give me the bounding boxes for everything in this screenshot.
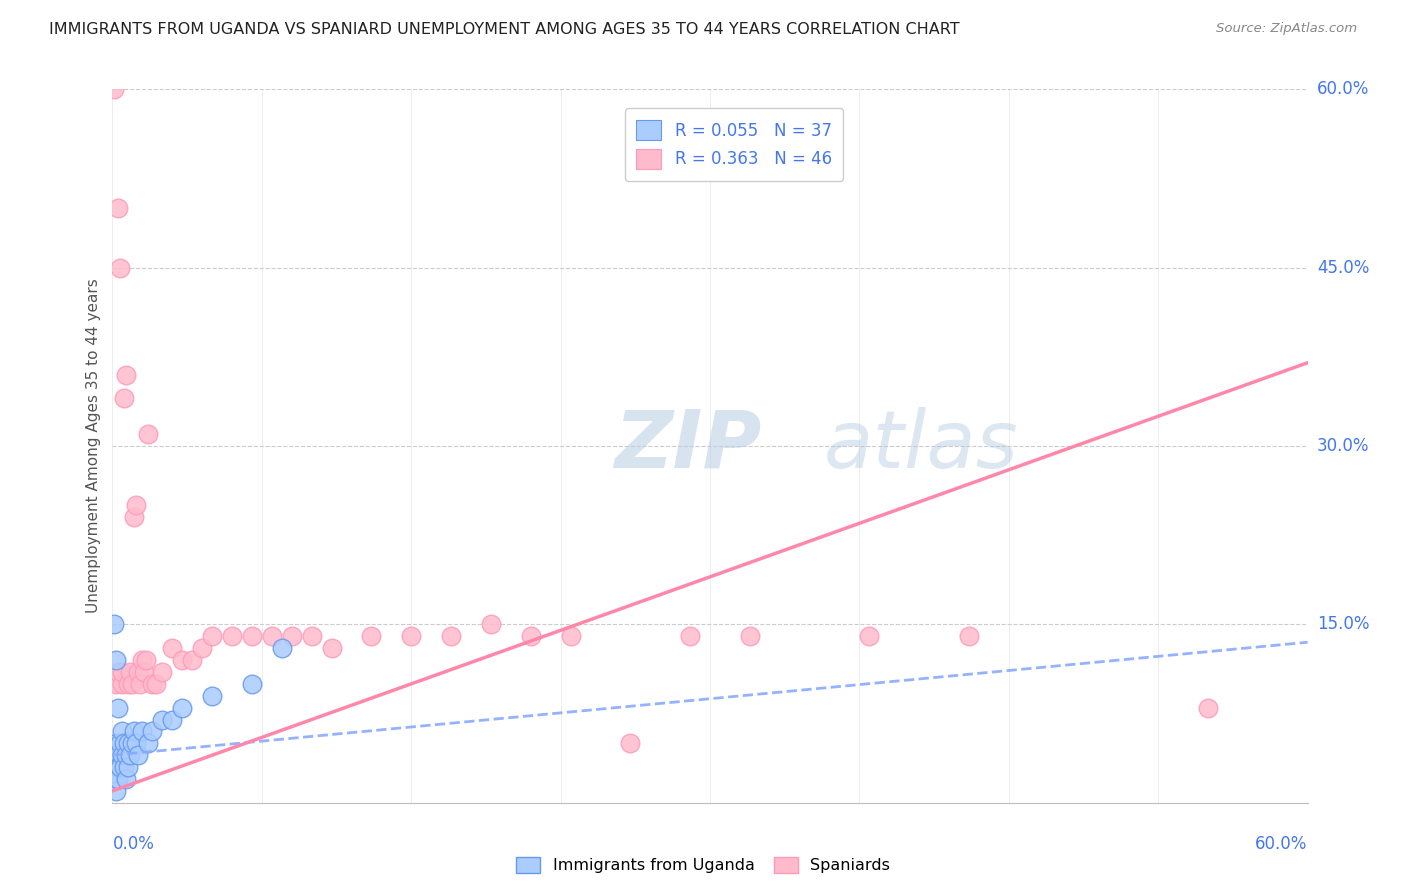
Point — [115, 772, 138, 786]
Text: atlas: atlas — [824, 407, 1018, 485]
Point — [131, 653, 153, 667]
Point — [127, 748, 149, 763]
Point — [134, 665, 156, 679]
Point — [301, 629, 323, 643]
Point — [105, 736, 128, 750]
Y-axis label: Unemployment Among Ages 35 to 44 years: Unemployment Among Ages 35 to 44 years — [86, 278, 101, 614]
Point — [127, 665, 149, 679]
Point — [114, 760, 135, 774]
Point — [172, 653, 194, 667]
Legend: Immigrants from Uganda, Spaniards: Immigrants from Uganda, Spaniards — [509, 850, 897, 880]
Point — [479, 617, 502, 632]
Point — [162, 641, 183, 656]
Point — [111, 748, 134, 763]
Point — [401, 629, 423, 643]
Text: ZIP: ZIP — [614, 407, 762, 485]
Point — [141, 724, 163, 739]
Point — [114, 392, 135, 406]
Point — [141, 677, 163, 691]
Point — [360, 629, 382, 643]
Point — [110, 760, 132, 774]
Point — [110, 736, 132, 750]
Point — [115, 748, 138, 763]
Point — [201, 689, 224, 703]
Point — [117, 760, 139, 774]
Point — [240, 629, 263, 643]
Point — [107, 772, 129, 786]
Point — [103, 748, 125, 763]
Point — [103, 617, 125, 632]
Point — [107, 700, 129, 714]
Point — [121, 736, 143, 750]
Text: 45.0%: 45.0% — [1317, 259, 1369, 277]
Point — [1197, 700, 1219, 714]
Point — [221, 629, 243, 643]
Point — [103, 82, 125, 96]
Text: IMMIGRANTS FROM UGANDA VS SPANIARD UNEMPLOYMENT AMONG AGES 35 TO 44 YEARS CORREL: IMMIGRANTS FROM UGANDA VS SPANIARD UNEMP… — [49, 22, 960, 37]
Point — [103, 760, 125, 774]
Point — [619, 736, 641, 750]
Point — [131, 724, 153, 739]
Point — [858, 629, 880, 643]
Legend: R = 0.055   N = 37, R = 0.363   N = 46: R = 0.055 N = 37, R = 0.363 N = 46 — [624, 108, 844, 180]
Text: 60.0%: 60.0% — [1317, 80, 1369, 98]
Point — [560, 629, 582, 643]
Point — [111, 677, 134, 691]
Point — [162, 713, 183, 727]
Point — [107, 201, 129, 215]
Point — [121, 677, 143, 691]
Point — [111, 724, 134, 739]
Point — [321, 641, 343, 656]
Point — [105, 677, 128, 691]
Point — [125, 499, 148, 513]
Point — [520, 629, 543, 643]
Point — [135, 653, 157, 667]
Text: 0.0%: 0.0% — [112, 835, 155, 853]
Point — [281, 629, 304, 643]
Point — [440, 629, 463, 643]
Point — [117, 677, 139, 691]
Point — [105, 772, 128, 786]
Point — [957, 629, 980, 643]
Point — [107, 760, 129, 774]
Point — [105, 760, 128, 774]
Point — [270, 641, 292, 656]
Point — [124, 724, 146, 739]
Point — [138, 736, 160, 750]
Point — [181, 653, 204, 667]
Text: 60.0%: 60.0% — [1256, 835, 1308, 853]
Text: Source: ZipAtlas.com: Source: ZipAtlas.com — [1216, 22, 1357, 36]
Point — [240, 677, 263, 691]
Point — [120, 748, 142, 763]
Point — [107, 748, 129, 763]
Point — [260, 629, 283, 643]
Point — [201, 629, 224, 643]
Point — [105, 653, 128, 667]
Point — [191, 641, 214, 656]
Point — [129, 677, 152, 691]
Point — [738, 629, 761, 643]
Point — [117, 736, 139, 750]
Point — [124, 510, 146, 524]
Point — [150, 665, 173, 679]
Point — [110, 260, 132, 275]
Text: 30.0%: 30.0% — [1317, 437, 1369, 455]
Point — [120, 665, 142, 679]
Point — [145, 677, 167, 691]
Point — [103, 772, 125, 786]
Point — [105, 784, 128, 798]
Point — [107, 665, 129, 679]
Point — [125, 736, 148, 750]
Point — [138, 427, 160, 442]
Point — [679, 629, 702, 643]
Point — [111, 665, 134, 679]
Point — [150, 713, 173, 727]
Text: 15.0%: 15.0% — [1317, 615, 1369, 633]
Point — [115, 368, 138, 382]
Point — [172, 700, 194, 714]
Point — [114, 736, 135, 750]
